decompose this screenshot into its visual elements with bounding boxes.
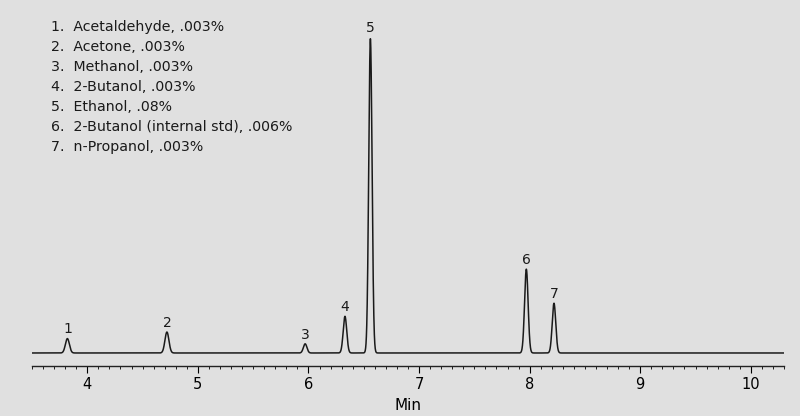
Text: 6: 6 <box>522 253 530 267</box>
Text: 3: 3 <box>301 328 310 342</box>
X-axis label: Min: Min <box>394 398 422 413</box>
Text: 4: 4 <box>341 300 350 314</box>
Text: 2: 2 <box>162 316 171 330</box>
Text: 1: 1 <box>63 322 72 337</box>
Text: 1.  Acetaldehyde, .003%
2.  Acetone, .003%
3.  Methanol, .003%
4.  2-Butanol, .0: 1. Acetaldehyde, .003% 2. Acetone, .003%… <box>51 20 292 154</box>
Text: 7: 7 <box>550 287 558 301</box>
Text: 5: 5 <box>366 21 374 35</box>
